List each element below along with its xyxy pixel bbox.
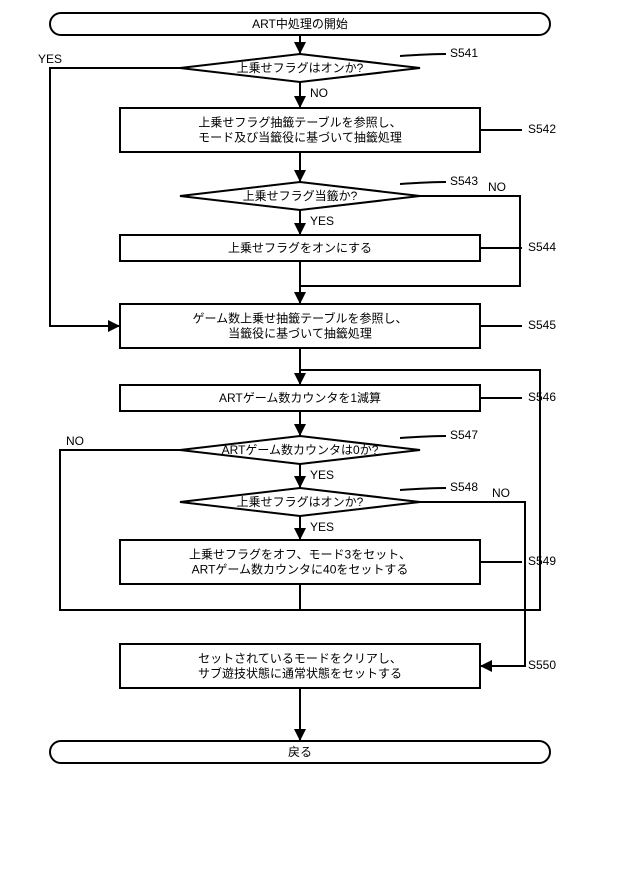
step-label-d547: S547 xyxy=(450,428,478,442)
process-text-p550-1: サブ遊技状態に通常状態をセットする xyxy=(198,666,402,681)
branch-d547_no: NO xyxy=(66,434,84,448)
process-text-p549-0: 上乗せフラグをオフ、モード3をセット、 xyxy=(189,548,411,562)
step-label-p546: S546 xyxy=(528,390,556,404)
process-text-p544-0: 上乗せフラグをオンにする xyxy=(228,241,372,255)
step-label-p545: S545 xyxy=(528,318,556,332)
decision-text-d541: 上乗せフラグはオンか? xyxy=(237,61,364,75)
step-label-d548: S548 xyxy=(450,480,478,494)
branch-d548_no: NO xyxy=(492,486,510,500)
decision-text-d547: ARTゲーム数カウンタは0か? xyxy=(222,442,379,457)
process-text-p542-0: 上乗せフラグ抽籤テーブルを参照し、 xyxy=(198,115,401,130)
step-label-p549: S549 xyxy=(528,554,556,568)
branch-d543_no: NO xyxy=(488,180,506,194)
step-label-p544: S544 xyxy=(528,240,556,254)
edge-d541-yes-p545-in xyxy=(50,68,180,326)
edge-d547-no-merge3 xyxy=(60,450,300,610)
step-label-d543: S543 xyxy=(450,174,478,188)
process-text-p549-1: ARTゲーム数カウンタに40をセットする xyxy=(192,562,409,577)
decision-text-d548: 上乗せフラグはオンか? xyxy=(237,495,364,509)
branch-d543_yes: YES xyxy=(310,214,334,228)
step-label-p550: S550 xyxy=(528,658,556,672)
process-text-p546-0: ARTゲーム数カウンタを1減算 xyxy=(219,390,381,405)
branch-d548_yes: YES xyxy=(310,520,334,534)
decision-text-d543: 上乗せフラグ当籤か? xyxy=(243,188,358,203)
process-text-p542-1: モード及び当籤役に基づいて抽籤処理 xyxy=(198,130,402,145)
step-label-d541: S541 xyxy=(450,46,478,60)
terminal-text-start: ART中処理の開始 xyxy=(252,16,348,31)
branch-d547_yes: YES xyxy=(310,468,334,482)
process-text-p550-0: セットされているモードをクリアし、 xyxy=(198,652,402,666)
step-label-p542: S542 xyxy=(528,122,556,136)
terminal-text-end: 戻る xyxy=(288,745,312,759)
process-text-p545-1: 当籤役に基づいて抽籤処理 xyxy=(228,326,372,341)
branch-d541_yes: YES xyxy=(38,52,62,66)
process-text-p545-0: ゲーム数上乗せ抽籤テーブルを参照し、 xyxy=(193,311,408,326)
branch-d541_no: NO xyxy=(310,86,328,100)
flowchart-svg: ART中処理の開始上乗せフラグはオンか? 上乗せフラグ抽籤テーブルを参照し、モード… xyxy=(0,0,622,882)
